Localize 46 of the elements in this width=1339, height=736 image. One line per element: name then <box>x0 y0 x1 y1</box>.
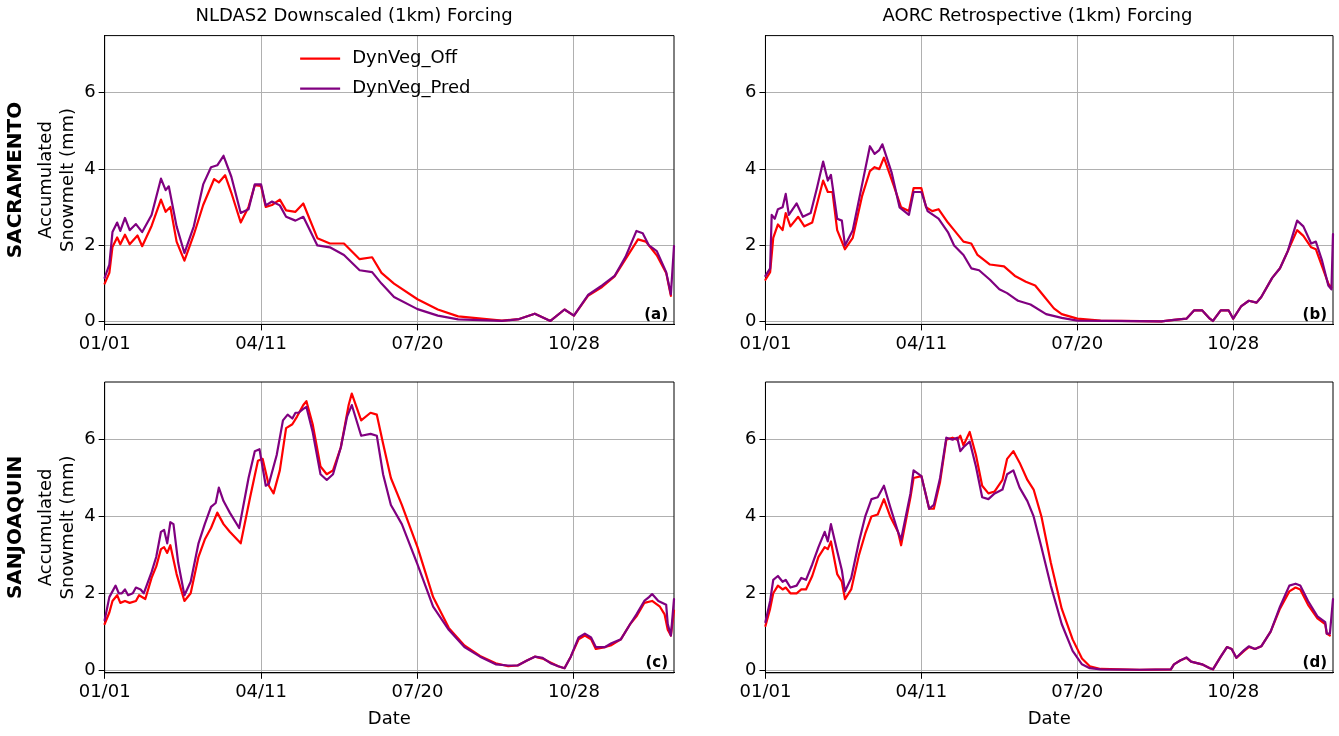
x-tick-label: 07/20 <box>1051 680 1104 702</box>
y-axis-title: Accumulated Snowmelt (mm) <box>34 455 78 600</box>
x-tick-label: 10/28 <box>1207 331 1260 353</box>
y-tick-label: 2 <box>745 580 757 602</box>
text: SANJOAQUIN <box>2 455 27 600</box>
y-tick-label: 0 <box>84 657 96 679</box>
y-tick-label: 2 <box>84 580 96 602</box>
x-tick-label: 10/28 <box>547 680 600 702</box>
y-tick-label: 4 <box>84 156 96 178</box>
y-tick-label: 6 <box>84 80 96 102</box>
x-tick-label: 07/20 <box>391 331 444 353</box>
x-tick-label: 01/01 <box>739 680 792 702</box>
x-axis-title: Date <box>1027 706 1071 728</box>
x-tick-label: 04/11 <box>235 331 287 353</box>
x-tick-label: 01/01 <box>78 680 131 702</box>
y-tick-label: 0 <box>84 309 96 331</box>
x-axis-title: Date <box>367 706 411 728</box>
legend-label: DynVeg_Pred <box>352 76 471 99</box>
y-tick-label: 0 <box>745 309 757 331</box>
y-tick-label: 2 <box>84 233 96 255</box>
x-tick-label: 10/28 <box>1207 680 1260 702</box>
annotation: (b) <box>1302 304 1327 323</box>
y-tick-label: 6 <box>84 427 96 449</box>
annotation: (d) <box>1302 653 1327 672</box>
x-tick-label: 01/01 <box>739 331 792 353</box>
x-tick-label: 07/20 <box>1051 331 1104 353</box>
y-tick-label: 6 <box>745 80 757 102</box>
y-tick-label: 4 <box>745 504 757 526</box>
y-axis-title: Accumulated Snowmelt (mm) <box>34 107 78 253</box>
y-tick-label: 6 <box>745 427 757 449</box>
x-tick-label: 04/11 <box>895 331 948 353</box>
y-tick-label: 4 <box>84 504 96 526</box>
chart-title: AORC Retrospective (1km) Forcing <box>882 4 1193 26</box>
y-tick-label: 0 <box>745 657 757 679</box>
annotation: (a) <box>644 304 668 323</box>
legend-label: DynVeg_Off <box>352 46 458 69</box>
text: SACRAMENTO <box>2 101 27 259</box>
annotation: (c) <box>645 653 668 672</box>
y-tick-label: 4 <box>745 156 757 178</box>
x-tick-label: 04/11 <box>235 680 287 702</box>
y-tick-label: 2 <box>745 233 757 255</box>
x-tick-label: 10/28 <box>547 331 600 353</box>
chart-title: NLDAS2 Downscaled (1km) Forcing <box>195 4 513 26</box>
x-tick-label: 04/11 <box>895 680 948 702</box>
x-tick-label: 07/20 <box>391 680 444 702</box>
x-tick-label: 01/01 <box>78 331 131 353</box>
